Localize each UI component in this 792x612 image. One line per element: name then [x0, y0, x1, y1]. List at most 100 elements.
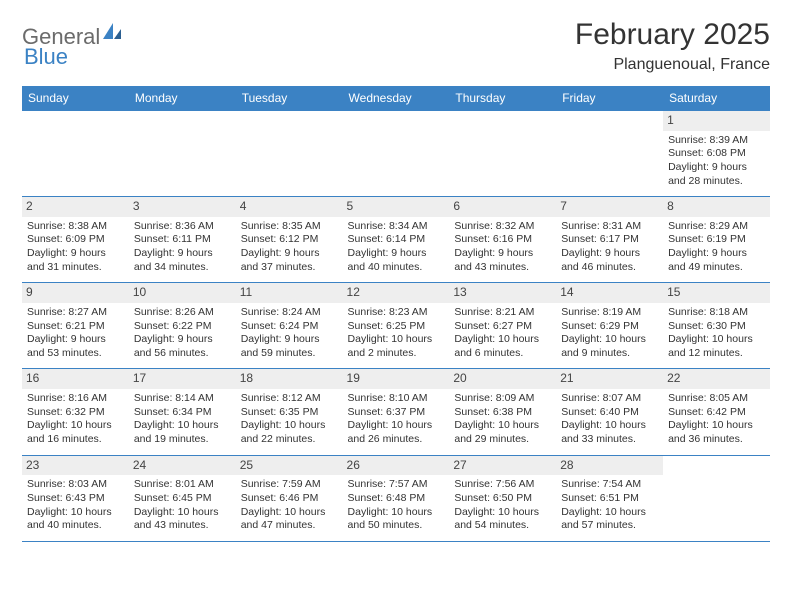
day-cell: 1Sunrise: 8:39 AMSunset: 6:08 PMDaylight…	[663, 111, 770, 197]
day-cell: 6Sunrise: 8:32 AMSunset: 6:16 PMDaylight…	[449, 197, 556, 283]
day-number: 20	[449, 369, 556, 389]
sunrise-line: Sunrise: 8:36 AM	[134, 220, 231, 234]
day-details: Sunrise: 7:54 AMSunset: 6:51 PMDaylight:…	[561, 478, 658, 533]
empty-cell	[663, 455, 770, 541]
day-number: 7	[556, 197, 663, 217]
sunrise-line: Sunrise: 8:23 AM	[348, 306, 445, 320]
day-cell: 28Sunrise: 7:54 AMSunset: 6:51 PMDayligh…	[556, 455, 663, 541]
sunrise-line: Sunrise: 8:38 AM	[27, 220, 124, 234]
sunset-line: Sunset: 6:24 PM	[241, 320, 338, 334]
day-details: Sunrise: 8:19 AMSunset: 6:29 PMDaylight:…	[561, 306, 658, 361]
day-details: Sunrise: 8:23 AMSunset: 6:25 PMDaylight:…	[348, 306, 445, 361]
day-details: Sunrise: 7:59 AMSunset: 6:46 PMDaylight:…	[241, 478, 338, 533]
sunrise-line: Sunrise: 8:03 AM	[27, 478, 124, 492]
day-number: 21	[556, 369, 663, 389]
daylight-line: Daylight: 10 hours and 54 minutes.	[454, 506, 551, 533]
day-number: 12	[343, 283, 450, 303]
week-row: 16Sunrise: 8:16 AMSunset: 6:32 PMDayligh…	[22, 369, 770, 455]
day-number: 5	[343, 197, 450, 217]
logo-word2: Blue	[24, 44, 68, 70]
sunrise-line: Sunrise: 8:24 AM	[241, 306, 338, 320]
daylight-line: Daylight: 10 hours and 22 minutes.	[241, 419, 338, 446]
sunset-line: Sunset: 6:12 PM	[241, 233, 338, 247]
daylight-line: Daylight: 10 hours and 57 minutes.	[561, 506, 658, 533]
sunrise-line: Sunrise: 8:31 AM	[561, 220, 658, 234]
day-details: Sunrise: 8:24 AMSunset: 6:24 PMDaylight:…	[241, 306, 338, 361]
sunset-line: Sunset: 6:14 PM	[348, 233, 445, 247]
day-details: Sunrise: 8:14 AMSunset: 6:34 PMDaylight:…	[134, 392, 231, 447]
day-cell: 21Sunrise: 8:07 AMSunset: 6:40 PMDayligh…	[556, 369, 663, 455]
daylight-line: Daylight: 9 hours and 34 minutes.	[134, 247, 231, 274]
day-cell: 7 Sunrise: 8:31 AMSunset: 6:17 PMDaylight…	[556, 197, 663, 283]
day-cell: 27Sunrise: 7:56 AMSunset: 6:50 PMDayligh…	[449, 455, 556, 541]
week-row: 9 Sunrise: 8:27 AMSunset: 6:21 PMDaylight…	[22, 283, 770, 369]
sunset-line: Sunset: 6:43 PM	[27, 492, 124, 506]
day-details: Sunrise: 8:10 AMSunset: 6:37 PMDaylight:…	[348, 392, 445, 447]
day-cell: 13Sunrise: 8:21 AMSunset: 6:27 PMDayligh…	[449, 283, 556, 369]
daylight-line: Daylight: 9 hours and 46 minutes.	[561, 247, 658, 274]
daylight-line: Daylight: 10 hours and 43 minutes.	[134, 506, 231, 533]
sunset-line: Sunset: 6:34 PM	[134, 406, 231, 420]
day-number: 6	[449, 197, 556, 217]
sunrise-line: Sunrise: 8:32 AM	[454, 220, 551, 234]
day-number: 3	[129, 197, 236, 217]
day-number: 26	[343, 456, 450, 476]
sunrise-line: Sunrise: 8:01 AM	[134, 478, 231, 492]
sunrise-line: Sunrise: 7:56 AM	[454, 478, 551, 492]
day-details: Sunrise: 8:01 AMSunset: 6:45 PMDaylight:…	[134, 478, 231, 533]
sunrise-line: Sunrise: 8:14 AM	[134, 392, 231, 406]
daylight-line: Daylight: 10 hours and 36 minutes.	[668, 419, 765, 446]
day-details: Sunrise: 8:27 AMSunset: 6:21 PMDaylight:…	[27, 306, 124, 361]
sunrise-line: Sunrise: 8:10 AM	[348, 392, 445, 406]
sunset-line: Sunset: 6:09 PM	[27, 233, 124, 247]
daylight-line: Daylight: 9 hours and 49 minutes.	[668, 247, 765, 274]
empty-cell	[129, 111, 236, 197]
weekday-wednesday: Wednesday	[343, 86, 450, 111]
day-cell: 5Sunrise: 8:34 AMSunset: 6:14 PMDaylight…	[343, 197, 450, 283]
sunrise-line: Sunrise: 8:27 AM	[27, 306, 124, 320]
sunrise-line: Sunrise: 8:35 AM	[241, 220, 338, 234]
daylight-line: Daylight: 10 hours and 9 minutes.	[561, 333, 658, 360]
sunrise-line: Sunrise: 8:07 AM	[561, 392, 658, 406]
calendar-body: 1Sunrise: 8:39 AMSunset: 6:08 PMDaylight…	[22, 111, 770, 542]
day-details: Sunrise: 8:05 AMSunset: 6:42 PMDaylight:…	[668, 392, 765, 447]
day-cell: 2Sunrise: 8:38 AMSunset: 6:09 PMDaylight…	[22, 197, 129, 283]
location: Planguenoual, France	[575, 56, 770, 74]
day-cell: 24Sunrise: 8:01 AMSunset: 6:45 PMDayligh…	[129, 455, 236, 541]
day-cell: 8Sunrise: 8:29 AMSunset: 6:19 PMDaylight…	[663, 197, 770, 283]
daylight-line: Daylight: 9 hours and 43 minutes.	[454, 247, 551, 274]
day-details: Sunrise: 7:56 AMSunset: 6:50 PMDaylight:…	[454, 478, 551, 533]
day-details: Sunrise: 8:36 AMSunset: 6:11 PMDaylight:…	[134, 220, 231, 275]
empty-cell	[343, 111, 450, 197]
daylight-line: Daylight: 10 hours and 16 minutes.	[27, 419, 124, 446]
weekday-thursday: Thursday	[449, 86, 556, 111]
daylight-line: Daylight: 9 hours and 53 minutes.	[27, 333, 124, 360]
day-details: Sunrise: 8:16 AMSunset: 6:32 PMDaylight:…	[27, 392, 124, 447]
empty-cell	[22, 111, 129, 197]
sunset-line: Sunset: 6:45 PM	[134, 492, 231, 506]
sunrise-line: Sunrise: 7:54 AM	[561, 478, 658, 492]
day-number: 17	[129, 369, 236, 389]
weekday-sunday: Sunday	[22, 86, 129, 111]
day-cell: 23Sunrise: 8:03 AMSunset: 6:43 PMDayligh…	[22, 455, 129, 541]
day-number: 1	[663, 111, 770, 131]
daylight-line: Daylight: 10 hours and 26 minutes.	[348, 419, 445, 446]
day-number: 2	[22, 197, 129, 217]
day-cell: 4Sunrise: 8:35 AMSunset: 6:12 PMDaylight…	[236, 197, 343, 283]
day-number: 8	[663, 197, 770, 217]
day-number: 9	[22, 283, 129, 303]
day-cell: 10Sunrise: 8:26 AMSunset: 6:22 PMDayligh…	[129, 283, 236, 369]
sunset-line: Sunset: 6:51 PM	[561, 492, 658, 506]
day-details: Sunrise: 8:31 AMSunset: 6:17 PMDaylight:…	[561, 220, 658, 275]
day-cell: 20Sunrise: 8:09 AMSunset: 6:38 PMDayligh…	[449, 369, 556, 455]
day-cell: 9 Sunrise: 8:27 AMSunset: 6:21 PMDaylight…	[22, 283, 129, 369]
empty-cell	[449, 111, 556, 197]
daylight-line: Daylight: 10 hours and 29 minutes.	[454, 419, 551, 446]
day-number: 27	[449, 456, 556, 476]
sunset-line: Sunset: 6:17 PM	[561, 233, 658, 247]
day-number: 10	[129, 283, 236, 303]
day-number: 19	[343, 369, 450, 389]
weekday-tuesday: Tuesday	[236, 86, 343, 111]
day-cell: 11Sunrise: 8:24 AMSunset: 6:24 PMDayligh…	[236, 283, 343, 369]
daylight-line: Daylight: 9 hours and 56 minutes.	[134, 333, 231, 360]
